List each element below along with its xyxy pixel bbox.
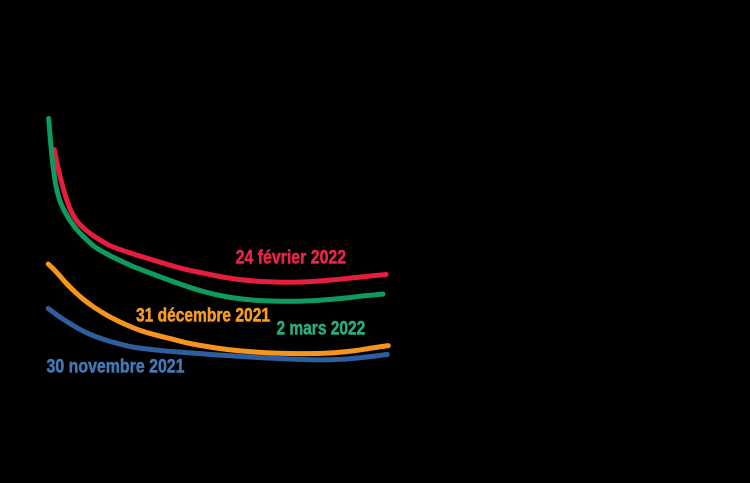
svg-text:24 février 2022: 24 février 2022 [236, 247, 347, 268]
svg-text:30 novembre 2021: 30 novembre 2021 [47, 357, 185, 378]
svg-text:2 mars 2022: 2 mars 2022 [277, 319, 366, 340]
svg-text:31 décembre 2021: 31 décembre 2021 [136, 305, 270, 326]
